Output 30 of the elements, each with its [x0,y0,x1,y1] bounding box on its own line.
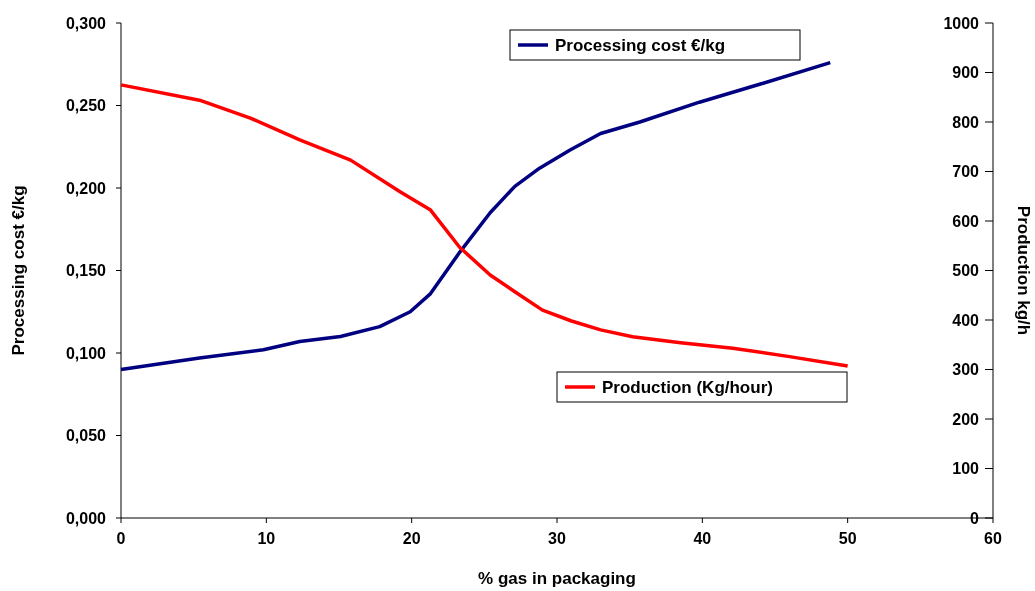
y-tick-label: 0,050 [65,427,107,445]
y2-tick-label: 100 [952,460,980,478]
y2-axis-title: Production kg/h [1014,205,1033,336]
x-tick-label: 60 [984,530,1002,547]
y-tick-label: 0,250 [65,97,107,115]
y-tick-label: 0,200 [65,179,107,197]
y2-tick-label: 400 [952,311,980,329]
y-tick-label: 0,300 [65,14,107,32]
y-axis-title: Processing cost €/kg [9,185,28,356]
legend-label: Processing cost €/kg [555,35,726,55]
y2-tick-label: 0 [970,509,980,527]
y2-tick-label: 600 [952,212,980,230]
y-tick-label: 0,100 [65,344,107,362]
y2-tick-label: 800 [952,113,980,131]
y2-tick-label: 700 [952,163,980,181]
x-axis-title: % gas in packaging [478,569,636,588]
y2-tick-label: 500 [952,262,980,280]
x-tick-label: 50 [838,530,857,547]
x-tick-label: 0 [116,530,126,547]
y2-tick-label: 200 [952,410,980,428]
legend-label: Production (Kg/hour) [602,377,773,397]
y2-tick-label: 300 [952,361,980,379]
y-tick-label: 0,150 [65,262,107,280]
x-tick-label: 30 [548,530,566,547]
x-tick-label: 40 [693,530,712,547]
y2-tick-label: 900 [952,64,980,82]
x-tick-label: 10 [257,530,276,547]
y2-tick-label: 1000 [943,14,980,32]
x-tick-label: 20 [402,530,421,547]
y-tick-label: 0,000 [65,509,107,527]
